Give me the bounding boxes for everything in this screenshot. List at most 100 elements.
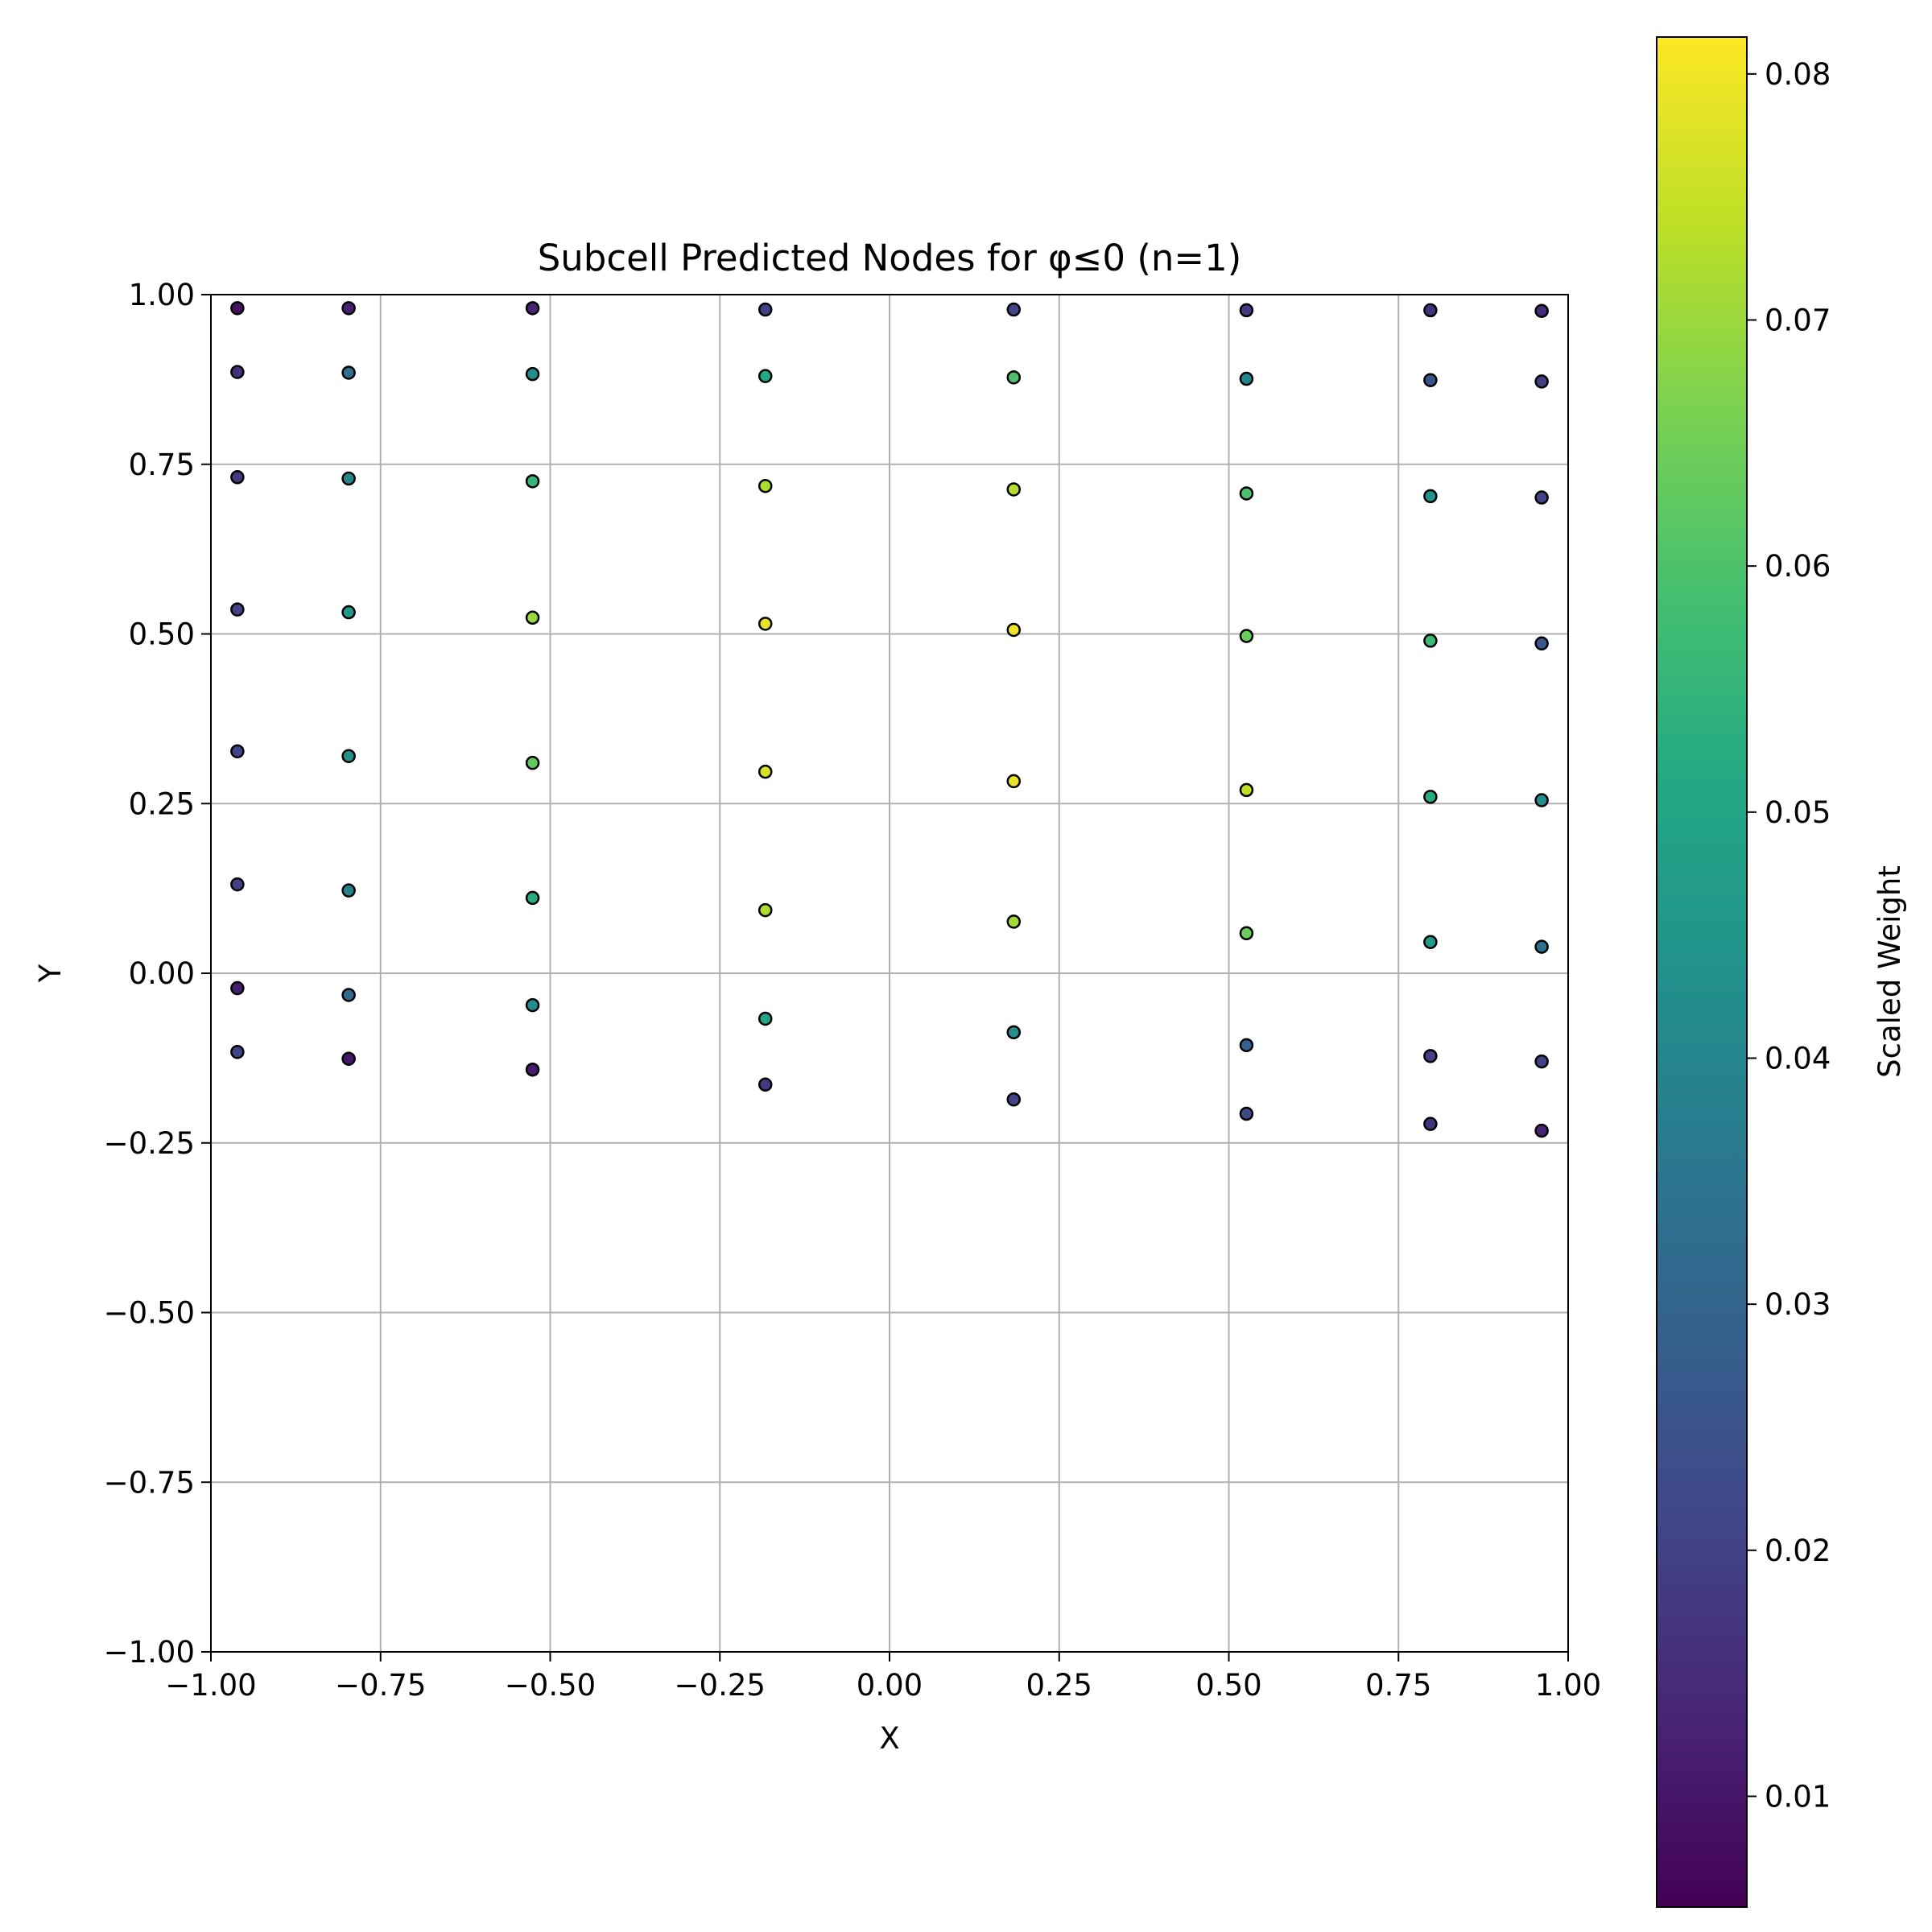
scatter-point	[1006, 302, 1022, 317]
scatter-point	[1239, 371, 1254, 386]
x-tick-label: 0.25	[1026, 1668, 1092, 1703]
y-tick-label: −1.00	[104, 1635, 195, 1670]
x-tick-label: 0.50	[1195, 1668, 1261, 1703]
y-tick-label: 0.25	[129, 786, 195, 821]
scatter-point	[1006, 370, 1022, 385]
scatter-point	[525, 890, 540, 906]
scatter-point	[758, 902, 773, 918]
scatter-point	[1534, 374, 1549, 389]
scatter-point	[230, 980, 245, 996]
scatter-point	[230, 877, 245, 892]
scatter-point	[1534, 636, 1549, 651]
scatter-point	[525, 366, 540, 382]
scatter-point	[1423, 489, 1438, 504]
colorbar-tick-label: 0.01	[1765, 1779, 1831, 1814]
scatter-point	[1006, 482, 1022, 497]
scatter-point	[1423, 1117, 1438, 1131]
scatter-point	[525, 474, 540, 489]
scatter-point	[341, 365, 356, 380]
scatter-point	[1239, 782, 1254, 798]
scatter-point	[230, 1045, 245, 1059]
y-tick-label: −0.50	[104, 1296, 195, 1331]
scatter-point	[758, 764, 773, 779]
chart-title: Subcell Predicted Nodes for φ≤0 (n=1)	[538, 237, 1242, 279]
scatter-point	[1534, 1054, 1549, 1069]
scatter-point	[1534, 793, 1549, 807]
scatter-point	[1239, 486, 1254, 501]
scatter-point	[1423, 935, 1438, 949]
scatter-point	[230, 301, 245, 316]
scatter-point	[1423, 634, 1438, 648]
scatter-point	[758, 617, 773, 631]
y-tick-label: 1.00	[129, 278, 195, 312]
colorbar-tick-label: 0.02	[1765, 1534, 1831, 1568]
y-tick-label: −0.25	[104, 1126, 195, 1161]
scatter-point	[758, 478, 773, 493]
scatter-point	[525, 1062, 540, 1077]
scatter-point	[341, 471, 356, 486]
scatter-point	[230, 470, 245, 485]
scatter-point	[1006, 1092, 1022, 1107]
scatter-point	[1423, 790, 1438, 804]
scatter-point	[758, 302, 773, 317]
x-tick-label: −0.25	[675, 1668, 766, 1703]
scatter-point	[758, 1011, 773, 1026]
scatter-point	[1006, 1025, 1022, 1040]
scatter-point	[1534, 939, 1549, 954]
colorbar-label: Scaled Weight	[1872, 865, 1907, 1078]
colorbar-tick-label: 0.07	[1765, 303, 1831, 338]
scatter-point	[525, 610, 540, 625]
x-axis-label: X	[879, 1721, 899, 1756]
colorbar-ticks: 0.01 0.02 0.03 0.04 0.05 0.06 0.07 0.08	[1747, 57, 1831, 1814]
scatter-point	[1006, 622, 1022, 638]
y-tick-label: 0.00	[129, 956, 195, 991]
colorbar-tick-label: 0.05	[1765, 795, 1831, 830]
scatter-point	[525, 755, 540, 770]
scatter-point	[1534, 303, 1549, 318]
scatter-point	[341, 883, 356, 898]
scatter-point	[230, 365, 245, 379]
colorbar-tick-label: 0.08	[1765, 57, 1831, 92]
scatter-point	[758, 369, 773, 383]
scatter-point	[341, 1051, 356, 1066]
scatter-point	[1239, 1038, 1254, 1053]
colorbar-tick-label: 0.06	[1765, 549, 1831, 584]
scatter-point	[341, 301, 356, 316]
x-tick-label: 0.00	[857, 1668, 923, 1703]
x-tick-label: −0.75	[335, 1668, 426, 1703]
scatter-point	[1423, 303, 1438, 318]
x-tick-label: −0.50	[505, 1668, 596, 1703]
y-tick-label: 0.75	[129, 448, 195, 482]
scatter-point	[1006, 774, 1022, 789]
scatter-point	[1239, 926, 1254, 941]
colorbar: 0.01 0.02 0.03 0.04 0.05 0.06 0.07 0.08 Scaled …	[1656, 36, 1907, 1908]
data-points	[230, 301, 1549, 1138]
scatter-point	[758, 1077, 773, 1092]
scatter-point	[1239, 629, 1254, 643]
colorbar-gradient	[1656, 36, 1748, 1908]
scatter-point	[341, 988, 356, 1002]
y-axis-label: Y	[33, 964, 68, 983]
scatter-point	[1534, 490, 1549, 505]
x-tick-label: 1.00	[1535, 1668, 1601, 1703]
scatter-point	[1534, 1123, 1549, 1138]
scatter-point	[525, 997, 540, 1013]
x-tick-label: 0.75	[1365, 1668, 1431, 1703]
scatter-point	[525, 301, 540, 316]
scatter-point	[1006, 914, 1022, 929]
scatter-point	[341, 605, 356, 620]
x-axis-ticks: −1.00 −0.75 −0.50 −0.25 0.00 0.25 0.50 0.75 1.00	[165, 1652, 1601, 1703]
y-tick-label: −0.75	[104, 1465, 195, 1500]
scatter-point	[1423, 1049, 1438, 1063]
y-axis-ticks: −1.00 −0.75 −0.50 −0.25 0.00 0.25 0.50 0.75 1.00	[104, 278, 211, 1670]
y-tick-label: 0.50	[129, 617, 195, 652]
x-tick-label: −1.00	[165, 1668, 256, 1703]
scatter-point	[230, 602, 245, 617]
scatter-point	[1239, 1106, 1254, 1121]
scatter-point	[341, 749, 356, 763]
colorbar-tick-label: 0.03	[1765, 1287, 1831, 1322]
scatter-point	[1423, 373, 1438, 387]
colorbar-tick-label: 0.04	[1765, 1041, 1831, 1075]
scatter-point	[1239, 303, 1254, 318]
